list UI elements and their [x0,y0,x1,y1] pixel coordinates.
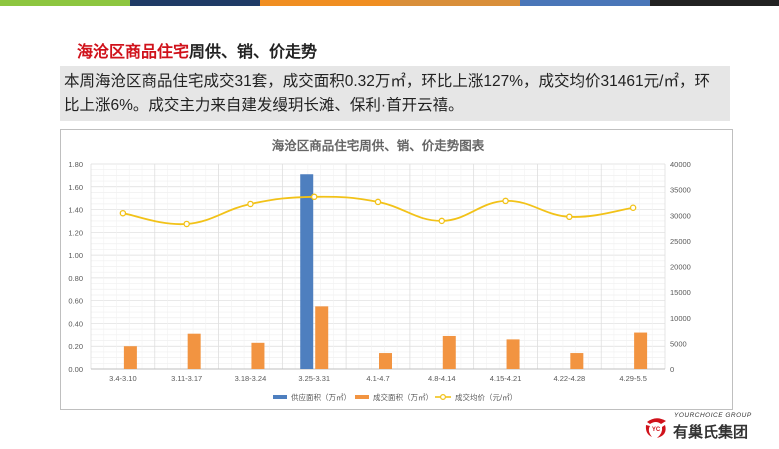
logo-mark-icon: YC [645,418,666,438]
y-right-tick-label: 35000 [670,186,691,195]
y-left-tick-label: 0.00 [68,365,83,374]
y-left-tick-label: 1.20 [68,228,83,237]
deal-area-bar [251,342,265,369]
x-tick-label: 3.18-3.24 [235,374,267,383]
x-tick-label: 3.4-3.10 [109,374,137,383]
svg-text:YC: YC [652,427,661,433]
y-left-tick-label: 1.00 [68,251,83,260]
deal-area-bar [123,346,137,369]
avg-price-point [502,197,509,205]
x-tick-label: 4.15-4.21 [490,374,522,383]
summary-text: 本周海沧区商品住宅成交31套，成交面积0.32万㎡，环比上涨127%，成交均价3… [60,66,730,121]
y-right-tick-label: 10000 [670,314,691,323]
deal-area-bar [315,306,329,369]
legend-swatch [355,395,369,399]
y-left-tick-label: 1.80 [68,160,83,169]
deal-area-bar [506,339,520,369]
top-bar-segment [390,0,520,6]
page-heading: 海沧区商品住宅周供、销、价走势 [77,38,317,62]
y-right-tick-label: 25000 [670,237,691,246]
heading-rest: 周供、销、价走势 [189,44,318,61]
x-tick-label: 3.25-3.31 [298,374,330,383]
heading-accent: 海沧区商品住宅 [77,44,190,61]
top-bar-segment [650,0,779,6]
y-left-tick-label: 0.60 [68,297,83,306]
avg-price-point [247,200,254,208]
x-tick-label: 4.8-4.14 [428,374,456,383]
chart-panel: 海沧区商品住宅周供、销、价走势图表 0.00 0.20 0.40 0.60 0.80 1.0… [60,129,733,410]
top-bar-segment [130,0,260,6]
top-bar-segment [520,0,650,6]
y-left-tick-label: 0.20 [68,342,83,351]
x-tick-label: 4.22-4.28 [553,374,585,383]
avg-price-point [374,198,382,206]
deal-area-bar [442,335,456,369]
legend-swatch [273,395,287,399]
y-left-tick-label: 1.60 [68,183,83,192]
y-right-tick-label: 40000 [670,160,691,169]
y-left-tick-label: 0.40 [68,319,83,328]
logo-english: YOURCHOICE GROUP [674,412,752,419]
company-logo: YC YOURCHOICE GROUP 有巢氏集团 [643,412,763,446]
chart-title: 海沧区商品住宅周供、销、价走势图表 [272,138,485,153]
avg-price-point [183,220,190,228]
logo-chinese: 有巢氏集团 [673,424,749,441]
top-bar-segment [0,0,130,6]
x-tick-label: 4.1-4.7 [366,374,389,383]
x-tick-label: 4.29-5.5 [619,374,647,383]
deal-area-bar [379,353,392,369]
y-left-tick-label: 1.40 [68,206,83,215]
avg-price-point [438,217,446,225]
y-right-tick-label: 30000 [670,211,691,220]
deal-area-bar [570,353,584,369]
legend-label: 供应面积（万㎡） [291,392,351,402]
y-right-tick-label: 15000 [670,288,691,297]
deal-area-bar [187,333,201,369]
y-left-tick-label: 0.80 [68,274,83,283]
avg-price-point [629,204,637,212]
y-right-tick-label: 5000 [670,339,687,348]
top-bar-segment [260,0,390,6]
legend-label: 成交均价（元/㎡） [455,392,517,402]
y-right-tick-label: 20000 [670,263,691,272]
supply-bar [300,174,314,369]
chart-svg: 海沧区商品住宅周供、销、价走势图表 0.00 0.20 0.40 0.60 0.80 1.0… [68,138,691,402]
top-color-bar [0,0,779,6]
avg-price-point [566,213,573,221]
legend-label: 成交面积（万㎡） [373,392,433,402]
deal-area-bar [634,332,648,369]
legend-swatch-marker [440,394,447,401]
avg-price-point [119,209,127,217]
x-tick-label: 3.11-3.17 [171,374,202,383]
y-right-tick-label: 0 [670,365,674,374]
avg-price-point [310,193,318,201]
